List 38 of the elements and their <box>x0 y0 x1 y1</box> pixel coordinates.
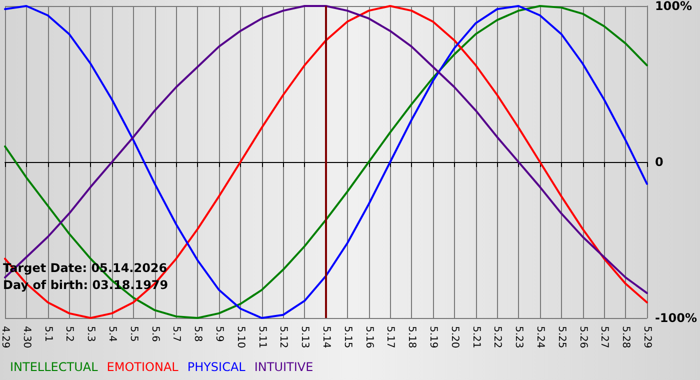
x-tick-label: 5.19 <box>427 326 438 348</box>
x-tick-label: 5.13 <box>299 326 310 348</box>
x-tick-label: 5.23 <box>513 326 524 348</box>
x-tick-label: 5.3 <box>85 326 96 342</box>
x-tick-label: 5.11 <box>256 326 268 348</box>
x-tick-label: 5.27 <box>598 326 610 348</box>
x-tick-label: 5.10 <box>234 326 246 348</box>
x-tick-label: 5.9 <box>213 326 224 342</box>
x-tick-label: 5.1 <box>42 326 54 342</box>
x-tick-label: 5.14 <box>320 326 332 348</box>
x-tick-label: 4.29 <box>0 326 10 348</box>
x-tick-label: 5.17 <box>384 326 396 348</box>
x-tick-label: 5.21 <box>470 326 482 348</box>
x-tick-label: 5.6 <box>149 326 160 342</box>
text: INTUITIVE <box>254 360 314 374</box>
x-tick-label: 5.20 <box>448 326 460 348</box>
x-tick-label: 5.12 <box>278 326 289 348</box>
x-tick-label: 5.8 <box>192 326 204 342</box>
x-tick-label: 5.26 <box>577 326 588 348</box>
x-tick-label: 5.18 <box>406 326 418 348</box>
x-tick-label: 5.5 <box>128 326 139 342</box>
y-tick-label: -100% <box>654 311 698 325</box>
x-tick-label: 5.28 <box>620 326 632 348</box>
x-tick-label: 5.22 <box>492 326 503 348</box>
y-tick-label: 0 <box>654 155 664 169</box>
text: INTELLECTUAL <box>10 360 98 374</box>
y-tick-label: 100% <box>654 0 692 13</box>
x-tick-label: 5.29 <box>641 326 652 348</box>
text: EMOTIONAL <box>106 360 179 374</box>
x-tick-label: 5.16 <box>363 326 374 348</box>
text: PHYSICAL <box>187 360 246 374</box>
x-tick-label: 5.15 <box>342 326 353 348</box>
x-tick-label: 5.24 <box>534 326 546 348</box>
x-tick-label: 5.25 <box>556 326 567 348</box>
x-tick-label: 5.7 <box>170 326 182 342</box>
x-tick-label: 5.4 <box>106 326 118 342</box>
x-tick-label: 5.2 <box>64 326 75 342</box>
x-tick-label: 4.30 <box>20 326 32 348</box>
